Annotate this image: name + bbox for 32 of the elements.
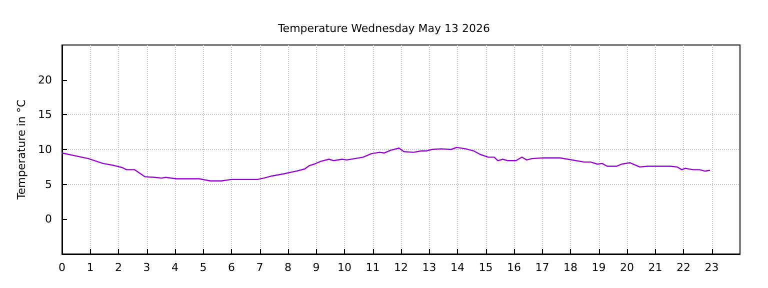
y-tick-label: 15 — [38, 108, 52, 122]
y-tick-label: 0 — [45, 212, 52, 226]
x-tick-label: 13 — [422, 261, 436, 274]
x-tick-label: 5 — [200, 261, 207, 274]
line-series — [61, 146, 710, 182]
x-tick-label: 15 — [478, 261, 493, 274]
y-tick-label: 5 — [45, 178, 52, 191]
x-tick-label: 23 — [704, 261, 719, 274]
x-tick-label: 21 — [648, 261, 662, 274]
x-tick-label: 20 — [620, 261, 634, 274]
chart-title: Temperature Wednesday May 13 2026 — [276, 22, 490, 35]
x-tick-label: 18 — [564, 261, 578, 274]
x-tick-label: 4 — [172, 261, 178, 274]
x-tick-label: 16 — [507, 261, 521, 274]
x-tick-label: 14 — [450, 261, 464, 274]
x-tick-label: 10 — [338, 261, 352, 274]
y-tick-label: 20 — [38, 73, 52, 86]
x-tick-label: 6 — [228, 261, 235, 274]
x-tick-label: 3 — [143, 261, 150, 274]
x-tick-label: 8 — [284, 261, 292, 274]
x-tick-label: 0 — [58, 261, 66, 274]
x-tick-label: 19 — [592, 261, 606, 274]
y-tick-label: 10 — [38, 143, 52, 156]
x-tick-label: 12 — [394, 261, 408, 274]
x-tick-label: 11 — [366, 261, 380, 274]
x-tick-label: 17 — [535, 261, 550, 274]
x-tick-label: 22 — [676, 261, 690, 274]
y-axis-title: Temperature in °C — [15, 99, 28, 200]
x-tick-label: 7 — [256, 261, 264, 274]
x-tick-label: 2 — [115, 261, 122, 274]
x-tick-label: 9 — [312, 261, 320, 274]
x-tick-label: 1 — [86, 261, 94, 274]
